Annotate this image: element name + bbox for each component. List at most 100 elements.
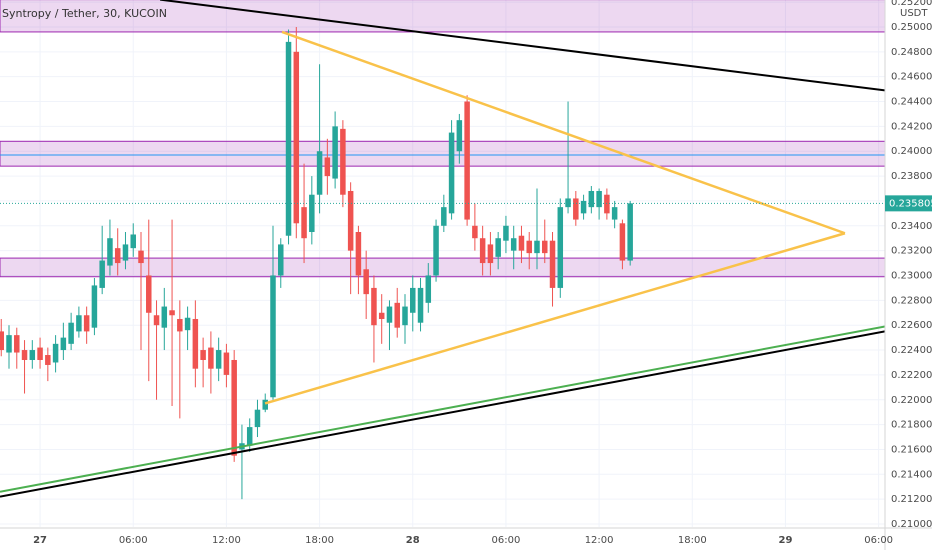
candle-body [386,306,393,323]
candle-body [262,399,268,410]
candle-body [184,317,191,331]
candle-body [464,101,470,220]
candle-body [316,151,323,195]
candle-body [99,260,105,288]
zone [0,140,885,167]
candle-body [83,315,90,332]
candle-body [60,337,67,351]
candle-body [21,350,28,360]
candle-body [549,240,556,288]
candle-body [402,306,408,326]
candle-body [29,350,36,360]
candle-body [45,355,51,365]
candle-body [91,285,98,328]
candle-body [534,240,540,254]
candle-body [138,250,144,264]
candle-body [107,238,113,266]
candle-body [270,275,276,398]
candle-body [456,120,463,152]
candle-body [588,190,595,208]
candle-body [425,275,432,303]
x-tick-label: 29 [778,535,792,546]
candle-body [37,347,43,360]
candle-body [309,194,315,232]
candle-body [278,244,284,276]
candle-body [627,203,633,261]
candle-body [285,41,292,236]
trend-line [159,0,885,92]
chart-title: Syntropy / Tether, 30, KUCOIN [2,7,167,20]
y-tick-label: 0.252000 [891,0,932,8]
candle-body [192,318,199,369]
candle-body [557,207,564,288]
candle-body [542,240,548,254]
candle-body [487,244,494,264]
candle-body [596,190,602,208]
candle-body [410,287,416,313]
last-price-tag [885,195,932,212]
x-tick-label: 12:00 [585,535,614,546]
candle-body [301,207,307,239]
x-tick-label: 06:00 [864,535,893,546]
candle-body [611,207,618,220]
candle-body [146,275,152,313]
candle-body [0,331,4,351]
trend-line [0,325,885,493]
x-tick-label: 06:00 [119,535,148,546]
trend-line [281,30,846,235]
candle-body [169,310,175,316]
candle-body [441,207,447,226]
candle-body [417,287,424,323]
candle-body [472,225,478,239]
candle-body [6,335,12,353]
candle-body [200,350,206,360]
candle-body [378,312,385,319]
candle-body [479,238,486,264]
candle-body [363,269,369,295]
candle-body [293,51,300,224]
candle-body [223,352,230,375]
candle-body [130,234,136,249]
candle-body [215,350,222,369]
candle-body [495,238,501,257]
candle-body [254,409,261,428]
candle-body [68,322,74,344]
candle-body [347,190,354,251]
candle-body [246,427,253,446]
x-tick-label: 12:00 [212,535,241,546]
candle-body [161,306,168,328]
candle-body [394,302,400,328]
candle-body [76,315,82,332]
candle-body [510,238,517,251]
candle-body [332,126,338,179]
candle-body [231,359,237,456]
candle-body [565,198,571,208]
candle-body [433,225,439,276]
x-tick-label: 28 [406,535,420,546]
candle-body [114,248,121,264]
candle-body [340,128,346,195]
candle-body [52,343,59,363]
candle-body [14,335,20,353]
trend-line [0,330,885,498]
candle-body [604,194,610,214]
zone [0,257,885,278]
x-tick-label: 27 [33,535,47,546]
candle-body [122,244,129,261]
candle-body [355,231,362,276]
